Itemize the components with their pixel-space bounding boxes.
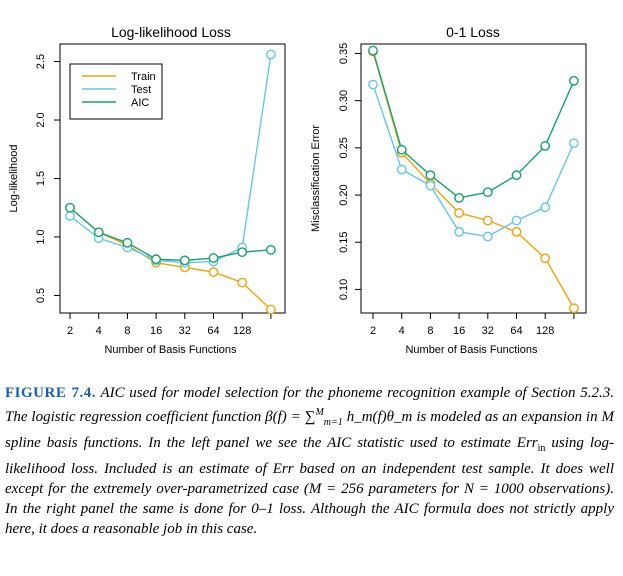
caption-err-sub: in	[537, 443, 546, 454]
x-tick-label: 128	[536, 325, 554, 337]
x-tick-label: 4	[399, 325, 405, 337]
data-point-aic	[93, 227, 104, 238]
data-point-test	[482, 231, 493, 242]
data-point-aic	[482, 187, 493, 198]
y-tick-label: 0.30	[338, 90, 350, 111]
y-tick-label: 0.25	[338, 137, 350, 158]
series-line-aic	[372, 50, 575, 199]
data-point-aic	[151, 254, 162, 265]
x-tick-label: 128	[233, 325, 251, 337]
data-point-aic	[569, 75, 579, 86]
legend-label: AIC	[131, 97, 149, 109]
x-tick-label: 2	[67, 325, 73, 337]
data-point-aic	[540, 141, 551, 151]
x-tick-label: 2	[370, 325, 376, 337]
data-point-test	[368, 79, 378, 90]
data-point-test	[569, 138, 579, 149]
caption-formula-beta: β(f) = ∑	[265, 409, 316, 425]
y-tick-label: 0.5	[35, 288, 47, 303]
x-tick-label: 16	[150, 325, 162, 337]
x-tick-label: 8	[427, 325, 433, 337]
y-tick-label: 1.0	[35, 229, 47, 244]
plot-frame	[360, 43, 587, 314]
caption-text-1: AIC used for model selection for the pho…	[5, 385, 614, 425]
y-tick-label: 0.20	[338, 184, 350, 205]
data-point-train	[569, 303, 579, 314]
legend-box	[69, 63, 163, 120]
data-point-train	[454, 208, 464, 218]
y-tick-label: 2.5	[35, 54, 47, 69]
data-point-test	[425, 180, 436, 191]
data-point-aic	[122, 237, 133, 248]
series-line-test	[372, 84, 575, 238]
data-point-train	[208, 267, 219, 277]
chart-panel-1: Log-likelihood Loss 2 4 8 16 32 64 128 Number of…	[8, 24, 286, 356]
data-point-test	[511, 215, 522, 226]
data-point-aic	[511, 170, 522, 181]
data-point-aic	[179, 255, 190, 266]
data-point-train	[237, 277, 248, 288]
caption-formula-rest: h_m(f)θ_m	[342, 409, 413, 425]
x-tick-label: 32	[482, 325, 494, 337]
y-axis-label: Misclassification Error	[310, 125, 322, 232]
legend-label: Train	[131, 71, 156, 83]
x-tick-label: 16	[453, 325, 465, 337]
chart-title: Log-likelihood Loss	[111, 24, 231, 40]
data-point-test	[65, 211, 75, 221]
caption-formula-sup: M	[315, 407, 324, 418]
data-point-aic	[237, 247, 248, 258]
figure-label: FIGURE 7.4.	[5, 385, 97, 401]
y-tick-label: 1.5	[35, 171, 47, 186]
y-axis-label: Log-likelihood	[8, 145, 20, 213]
x-tick-label: 32	[179, 325, 191, 337]
data-point-test	[454, 226, 464, 237]
data-point-train	[482, 215, 493, 226]
x-axis-label: Number of Basis Functions	[405, 344, 538, 356]
data-point-test	[540, 202, 551, 213]
x-tick-label: 8	[124, 325, 130, 337]
data-point-train	[511, 226, 522, 237]
data-point-aic	[208, 253, 219, 263]
y-tick-label: 0.10	[338, 279, 350, 300]
caption-text-2: is modeled as an expansion in M spline b…	[5, 409, 614, 451]
x-tick-label: 64	[207, 325, 219, 337]
data-point-aic	[396, 144, 407, 155]
data-point-aic	[265, 244, 276, 255]
caption-text-3: using log-likelihood loss. Included is a…	[5, 435, 615, 537]
data-point-aic	[454, 192, 464, 203]
data-point-test	[396, 164, 407, 175]
data-point-train	[265, 304, 276, 315]
data-point-aic	[368, 45, 378, 56]
legend-label: Test	[131, 84, 151, 96]
chart-panel-2: 0-1 Loss 2 4 8 16 32 64 128 Number of Basis Func…	[310, 24, 587, 356]
figure-panels: Log-likelihood Loss 2 4 8 16 32 64 128 Number of…	[8, 24, 587, 356]
data-point-train	[540, 253, 551, 264]
chart-title: 0-1 Loss	[446, 24, 500, 40]
x-tick-label: 64	[510, 325, 522, 337]
data-point-test	[265, 49, 276, 60]
series-line-train	[69, 207, 272, 311]
caption-formula-sub: m=1	[323, 417, 343, 428]
y-tick-label: 0.15	[338, 231, 350, 252]
x-axis-label: Number of Basis Functions	[104, 344, 237, 356]
y-tick-label: 2.0	[35, 112, 47, 127]
figure-caption: FIGURE 7.4. AIC used for model selection…	[5, 383, 614, 539]
data-point-aic	[65, 202, 75, 213]
data-point-aic	[425, 170, 436, 181]
series-line-train	[372, 51, 575, 309]
x-tick-label: 4	[96, 325, 102, 337]
series-line-test	[69, 54, 272, 264]
y-tick-label: 0.35	[338, 43, 350, 64]
